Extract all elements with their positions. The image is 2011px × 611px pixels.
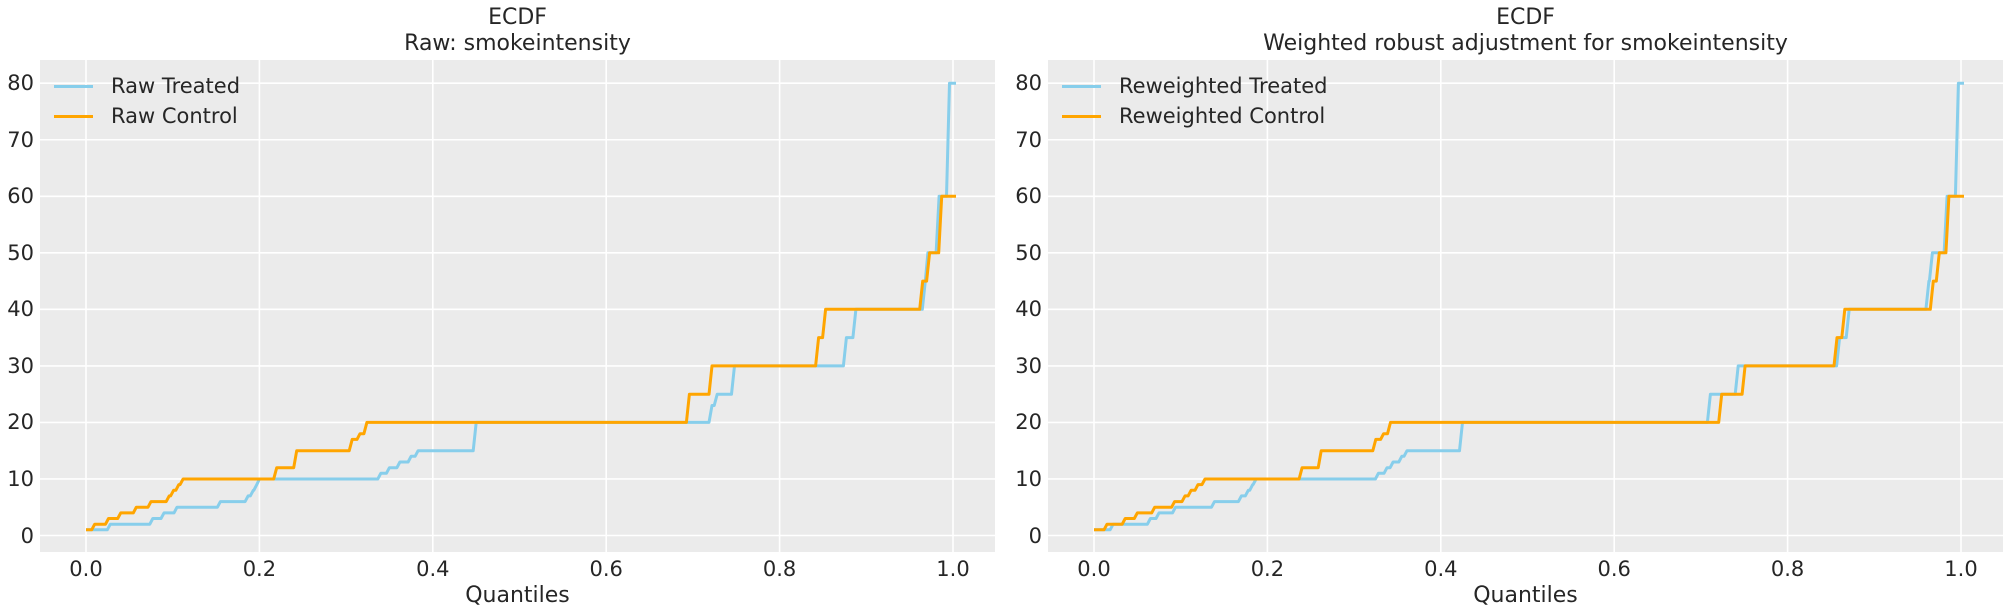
x-tick-label: 1.0	[936, 557, 970, 581]
y-tick-label: 20	[1015, 410, 1042, 435]
y-tick-label: 70	[7, 127, 34, 152]
y-tick-label: 0	[20, 523, 34, 548]
y-tick-label: 80	[1015, 71, 1042, 96]
subtitle-line: Weighted robust adjustment for smokeinte…	[1263, 31, 1788, 56]
y-tick-label: 30	[1015, 353, 1042, 378]
x-tick-label: 0.8	[1770, 557, 1805, 581]
x-tick-label: 0.0	[1077, 557, 1111, 581]
plot-area-weighted	[1048, 60, 2003, 552]
y-tick-label: 60	[1015, 184, 1042, 209]
panel-weighted: ECDF Weighted robust adjustment for smok…	[1015, 0, 2003, 611]
x-tick-label: 0.2	[1250, 557, 1285, 581]
y-tick-label: 10	[1015, 466, 1042, 491]
y-tick-label: 40	[1015, 297, 1042, 322]
chart-title-raw: ECDF Raw: smokeintensity	[40, 5, 995, 57]
legend-raw: Raw Treated Raw Control	[54, 71, 240, 131]
panel-raw: ECDF Raw: smokeintensity 0 10 20 30 40 50 60 70…	[7, 0, 995, 611]
x-tick-label: 0.6	[1597, 557, 1631, 581]
legend-line-swatch	[1062, 114, 1101, 118]
chart-title-weighted: ECDF Weighted robust adjustment for smok…	[1048, 5, 2003, 57]
y-tick-label: 60	[7, 184, 34, 209]
y-tick-label: 50	[7, 240, 34, 265]
y-tick-label: 20	[7, 410, 34, 435]
plot-background	[40, 60, 995, 552]
legend-line-swatch	[1062, 84, 1101, 88]
title-line: ECDF	[488, 5, 547, 30]
legend-item-raw-control: Raw Control	[54, 101, 240, 131]
y-tick-label: 80	[7, 71, 34, 96]
y-tick-label: 40	[7, 297, 34, 322]
raw-control-line	[86, 194, 956, 532]
reweighted-treated-line	[1094, 81, 1964, 532]
x-axis-label: Quantiles	[465, 583, 570, 608]
legend-weighted: Reweighted Treated Reweighted Control	[1062, 71, 1327, 131]
legend-line-swatch	[54, 84, 93, 88]
x-tick-label: 1.0	[1944, 557, 1978, 581]
y-tick-label: 30	[7, 353, 34, 378]
x-axis-label: Quantiles	[1473, 583, 1578, 608]
legend-line-swatch	[54, 114, 93, 118]
legend-item-raw-treated: Raw Treated	[54, 71, 240, 101]
legend-label: Reweighted Treated	[1119, 74, 1328, 98]
legend-label: Raw Treated	[111, 74, 241, 98]
y-tick-label: 70	[1015, 127, 1042, 152]
x-tick-label: 0.2	[242, 557, 277, 581]
y-tick-label: 10	[7, 466, 34, 491]
title-line: ECDF	[1496, 5, 1555, 30]
y-tick-label: 0	[1028, 523, 1042, 548]
y-tick-label: 50	[1015, 240, 1042, 265]
legend-item-reweighted-treated: Reweighted Treated	[1062, 71, 1327, 101]
x-tick-label: 0.0	[69, 557, 103, 581]
x-tick-label: 0.4	[416, 557, 450, 581]
chart-canvas	[40, 60, 995, 552]
x-tick-label: 0.8	[762, 557, 797, 581]
x-tick-label: 0.6	[589, 557, 623, 581]
legend-label: Reweighted Control	[1119, 104, 1326, 128]
chart-canvas	[1048, 60, 2003, 552]
reweighted-control-line	[1094, 194, 1964, 532]
plot-area-raw	[40, 60, 995, 552]
plot-background	[1048, 60, 2003, 552]
subtitle-line: Raw: smokeintensity	[404, 31, 631, 56]
x-tick-label: 0.4	[1424, 557, 1458, 581]
legend-item-reweighted-control: Reweighted Control	[1062, 101, 1327, 131]
legend-label: Raw Control	[111, 104, 238, 128]
